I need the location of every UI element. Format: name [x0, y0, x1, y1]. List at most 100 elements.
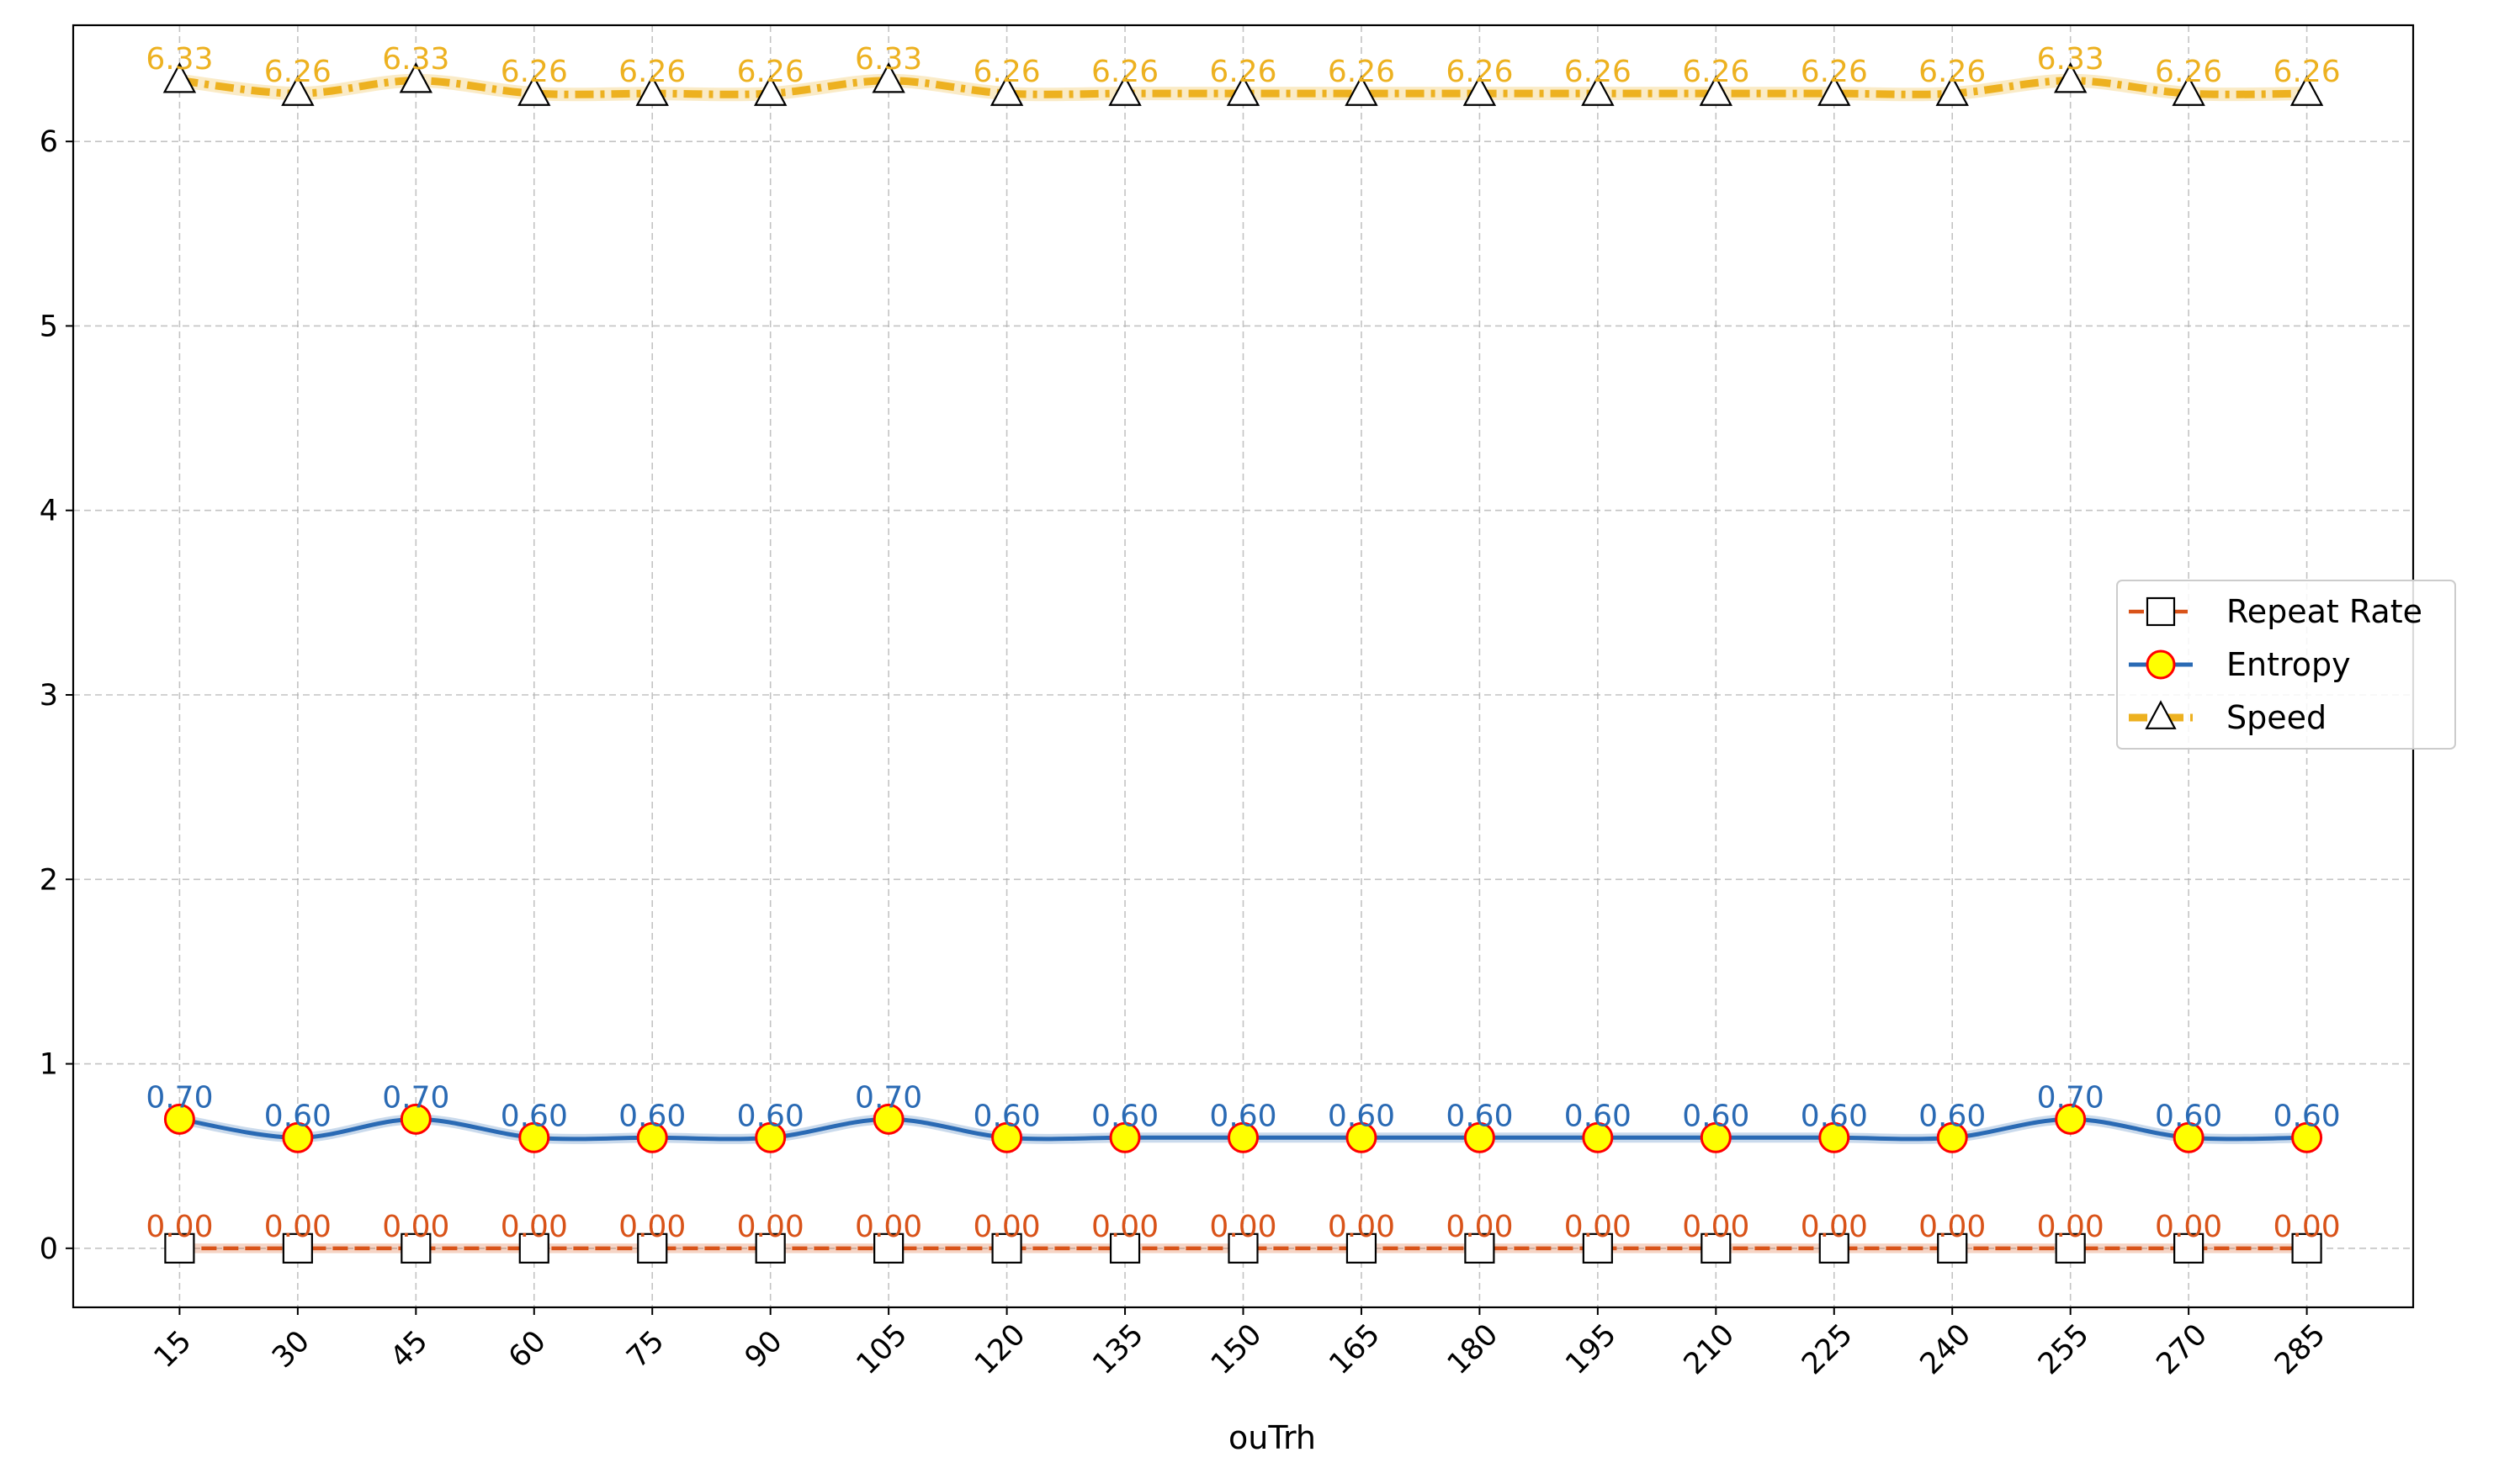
data-label: 0.00	[618, 1210, 686, 1244]
series-marker	[1699, 75, 1733, 106]
series-marker	[399, 61, 433, 93]
series-marker	[2291, 1121, 2323, 1153]
data-label: 0.00	[382, 1210, 449, 1244]
data-label: 0.60	[618, 1099, 686, 1133]
data-label: 0.00	[2155, 1210, 2222, 1244]
data-label: 0.00	[146, 1210, 213, 1244]
y-tick-label: 6	[40, 125, 58, 159]
data-label: 6.26	[1801, 55, 1868, 89]
series-marker	[162, 61, 197, 93]
y-tick-label: 4	[40, 495, 58, 528]
series-marker	[635, 75, 669, 106]
data-label: 6.26	[1446, 55, 1513, 89]
series-marker	[1936, 1121, 1968, 1153]
data-label: 0.60	[1446, 1099, 1513, 1133]
legend-label: Speed	[2226, 699, 2327, 736]
series-marker	[2291, 1232, 2322, 1264]
legend-item: Speed	[2129, 699, 2327, 736]
data-label: 0.00	[1918, 1210, 1986, 1244]
data-label: 6.26	[974, 55, 1041, 89]
series-marker	[2053, 61, 2088, 93]
data-label: 6.33	[382, 42, 449, 77]
series-marker	[2173, 1121, 2205, 1153]
series-repeat-rate: 0.00 0.00 0.00 0.00 0.00 0.00 0.00 0.00 0.00 0.00…	[146, 1210, 2341, 1264]
series-marker	[873, 1103, 905, 1135]
data-label: 0.00	[1209, 1210, 1276, 1244]
series-marker	[518, 1232, 549, 1264]
series-marker	[1581, 75, 1615, 106]
series-marker	[1935, 75, 1969, 106]
data-label: 6.26	[2155, 55, 2222, 89]
data-label: 0.00	[855, 1210, 922, 1244]
data-label: 0.00	[2037, 1210, 2104, 1244]
series-marker	[163, 1103, 195, 1135]
series-entropy: 0.70 0.60 0.70 0.60 0.60 0.60 0.70 0.60 0.60 0.60…	[146, 1080, 2341, 1153]
series-marker	[1109, 1121, 1141, 1153]
series-marker	[1937, 1232, 1968, 1264]
series-marker	[2055, 1103, 2087, 1135]
series-marker	[755, 1232, 786, 1264]
series-marker	[1818, 1121, 1850, 1153]
series-marker	[1109, 1232, 1141, 1264]
data-label: 0.60	[1091, 1099, 1159, 1133]
data-label: 0.00	[1682, 1210, 1749, 1244]
grid	[73, 25, 2413, 1307]
series-speed: 6.33 6.26 6.33 6.26 6.26 6.26 6.33 6.26 6.26 6.26…	[146, 42, 2341, 106]
series-marker	[1228, 1232, 1259, 1264]
data-label: 6.26	[1091, 55, 1159, 89]
data-label: 0.60	[1801, 1099, 1868, 1133]
data-label: 6.33	[146, 42, 213, 77]
series-marker	[2146, 649, 2176, 680]
data-label: 6.26	[1918, 55, 1986, 89]
data-label: 0.00	[974, 1210, 1041, 1244]
series-marker	[637, 1232, 668, 1264]
data-label: 0.60	[1918, 1099, 1986, 1133]
series-marker	[991, 1121, 1023, 1153]
series-marker	[755, 1121, 787, 1153]
y-tick-label: 5	[40, 310, 58, 343]
series-marker	[1226, 75, 1260, 106]
series-marker	[753, 75, 788, 106]
series-marker	[401, 1232, 432, 1264]
data-label: 6.26	[618, 55, 686, 89]
series-marker	[1464, 1232, 1495, 1264]
data-label: 0.60	[1564, 1099, 1632, 1133]
data-label: 0.60	[264, 1099, 332, 1133]
series-marker	[1463, 1121, 1495, 1153]
x-axis-label: ouTrh	[1228, 1419, 1316, 1456]
data-label: 6.26	[737, 55, 804, 89]
data-label: 6.33	[2037, 42, 2104, 77]
data-label: 6.26	[1328, 55, 1395, 89]
legend-item: Entropy	[2129, 646, 2351, 683]
data-label: 0.70	[2037, 1080, 2104, 1115]
data-label: 0.60	[1328, 1099, 1395, 1133]
data-label: 0.00	[1564, 1210, 1632, 1244]
y-tick-label: 0	[40, 1232, 58, 1266]
series-marker	[2146, 596, 2176, 627]
data-label: 6.26	[501, 55, 568, 89]
data-label: 0.00	[1091, 1210, 1159, 1244]
data-label: 0.60	[974, 1099, 1041, 1133]
data-label: 0.60	[2274, 1099, 2341, 1133]
series-marker	[2173, 1232, 2205, 1264]
series-marker	[2289, 75, 2324, 106]
series-marker	[2145, 700, 2177, 729]
series-marker	[1345, 75, 1378, 106]
y-tick-label: 2	[40, 863, 58, 897]
series-marker	[282, 1121, 314, 1153]
data-label: 0.00	[1446, 1210, 1513, 1244]
y-tick-label: 1	[40, 1048, 58, 1082]
data-label: 0.60	[1209, 1099, 1276, 1133]
data-label: 0.70	[382, 1080, 449, 1115]
series-marker	[1582, 1121, 1614, 1153]
data-label: 6.26	[1209, 55, 1276, 89]
series-marker	[990, 75, 1024, 106]
series-marker	[1700, 1121, 1732, 1153]
data-label: 0.60	[2155, 1099, 2222, 1133]
series-marker	[517, 75, 551, 106]
series-marker	[873, 1232, 905, 1264]
data-label: 0.00	[1801, 1210, 1868, 1244]
legend-label: Entropy	[2226, 646, 2351, 683]
data-label: 0.60	[501, 1099, 568, 1133]
data-label: 6.26	[1682, 55, 1749, 89]
